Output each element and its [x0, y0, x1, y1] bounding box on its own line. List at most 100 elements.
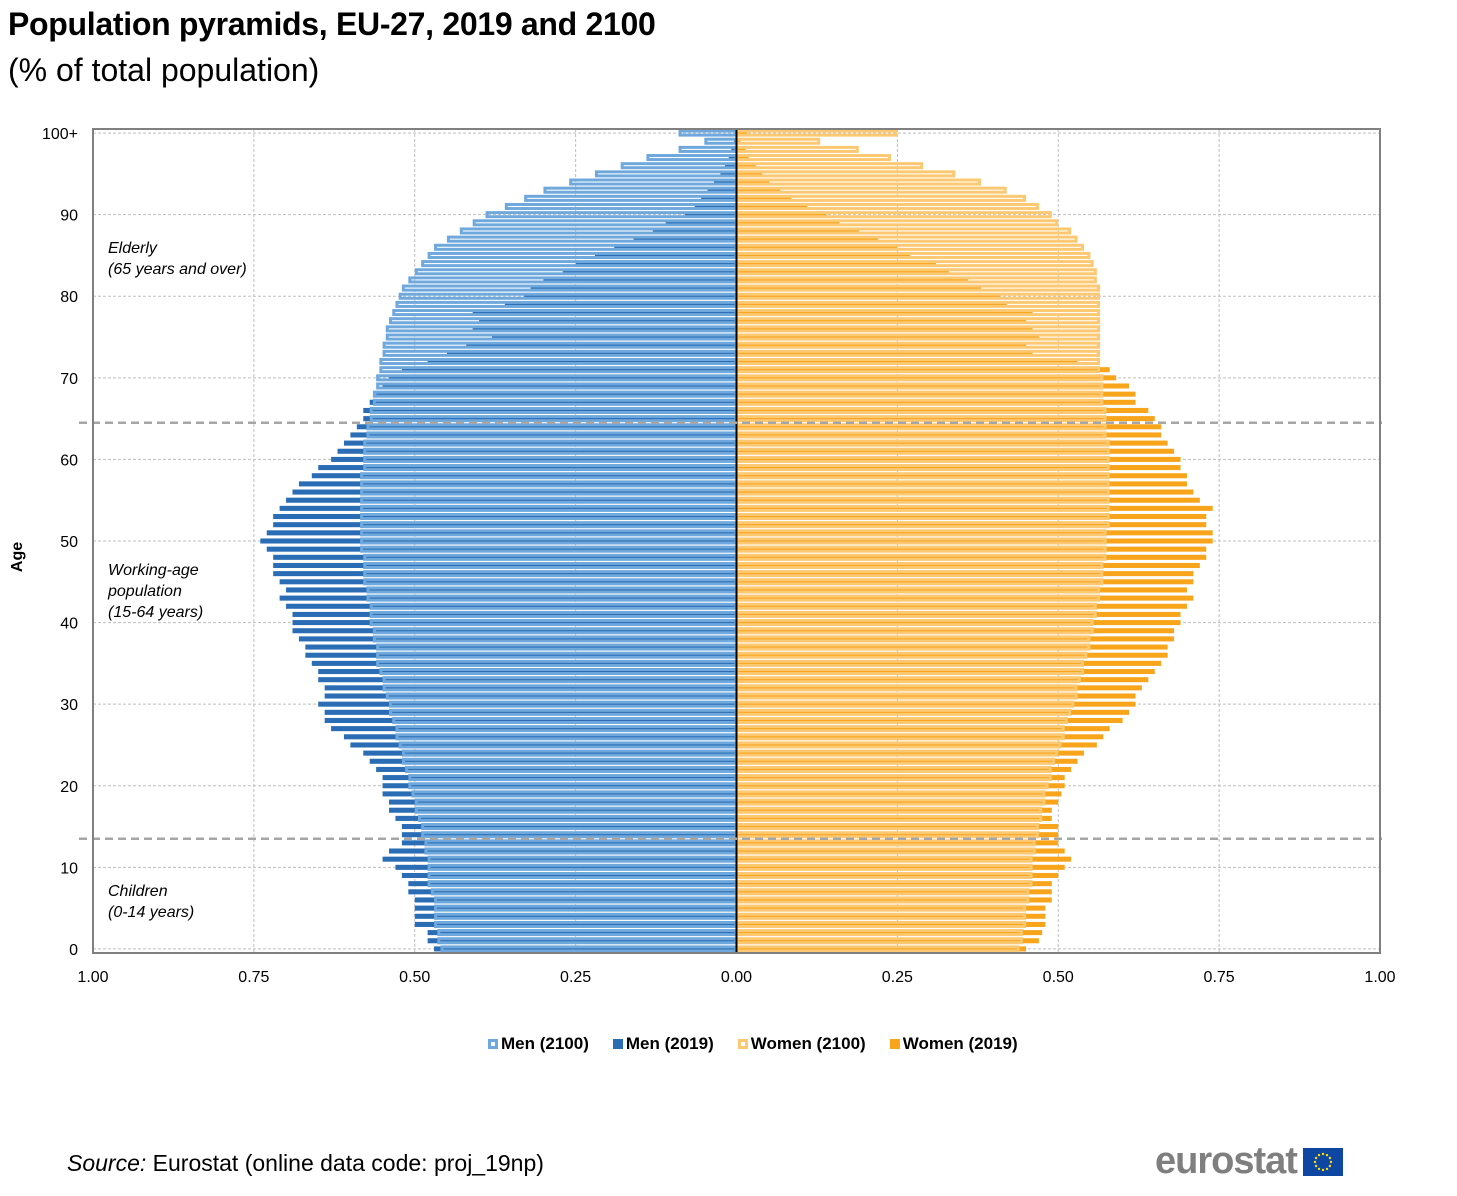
bar-women-2019 — [736, 187, 781, 193]
bar-men-2019 — [614, 244, 737, 250]
bar-men-2019 — [331, 456, 737, 462]
x-tick-label: 0.75 — [238, 969, 269, 986]
bar-men-2019 — [401, 872, 737, 879]
flag-star — [1317, 1153, 1321, 1156]
bar-men-2019 — [504, 301, 737, 307]
bar-men-2019 — [273, 562, 737, 569]
bar-women-2019 — [736, 881, 1052, 887]
bar-men-2100 — [620, 162, 738, 170]
flag-star — [1328, 1164, 1332, 1167]
bar-women-2019 — [736, 913, 1046, 919]
bar-women-2019 — [736, 766, 1072, 772]
bar-women-2019 — [736, 938, 1039, 944]
bar-men-2019 — [324, 709, 737, 715]
bar-men-2019 — [701, 195, 737, 201]
bar-women-2019 — [736, 840, 1059, 846]
bar-women-2100 — [735, 137, 821, 145]
bar-women-2019 — [736, 921, 1046, 927]
bar-women-2019 — [736, 783, 1065, 789]
bar-women-2019 — [736, 758, 1078, 764]
bar-men-2019 — [472, 326, 737, 332]
bar-women-2019 — [736, 358, 1078, 365]
bar-men-2019 — [389, 799, 737, 805]
bar-men-2019 — [728, 155, 737, 161]
bar-women-2019 — [736, 236, 879, 242]
y-tick-label: 50 — [60, 534, 78, 551]
bar-men-2019 — [363, 750, 737, 756]
bar-women-2019 — [736, 734, 1104, 740]
bar-men-2019 — [652, 228, 737, 234]
bar-women-2019 — [736, 367, 1110, 373]
bar-women-2019 — [736, 269, 949, 275]
bar-women-2019 — [736, 652, 1168, 658]
bar-men-2019 — [382, 856, 737, 862]
bar-men-2019 — [524, 293, 737, 299]
x-tick-label: 0.50 — [1043, 969, 1074, 986]
bar-women-2019 — [736, 252, 911, 258]
y-tick-label: 20 — [60, 779, 78, 796]
bar-men-2019 — [292, 489, 737, 495]
legend-item-men-2100[interactable]: Men (2100) — [488, 1034, 589, 1054]
source-text: Eurostat (online data code: proj_19np) — [146, 1150, 544, 1176]
legend-item-women-2100[interactable]: Women (2100) — [737, 1034, 866, 1054]
bar-women-2019 — [736, 481, 1187, 487]
bar-women-2100 — [735, 154, 891, 162]
bar-men-2019 — [273, 522, 737, 528]
bar-men-2019 — [395, 815, 737, 821]
bar-men-2019 — [318, 677, 737, 683]
bar-women-2019 — [736, 228, 859, 234]
bar-men-2019 — [292, 628, 737, 634]
bar-men-2019 — [408, 889, 737, 895]
flag-star — [1325, 1167, 1329, 1170]
bar-men-2100 — [678, 145, 738, 153]
bar-women-2019 — [736, 750, 1084, 756]
bar-women-2019 — [736, 546, 1207, 552]
bar-men-2019 — [266, 530, 737, 536]
bar-women-2019 — [736, 432, 1162, 438]
flag-star — [1317, 1167, 1321, 1170]
bar-men-2019 — [279, 505, 737, 511]
bar-women-2100 — [735, 162, 924, 170]
bar-men-2019 — [466, 342, 737, 348]
bar-men-2019 — [414, 897, 737, 903]
bar-men-2019 — [389, 807, 737, 813]
annotation-text: (0-14 years) — [108, 904, 194, 921]
flag-star — [1314, 1156, 1318, 1159]
bar-men-2019 — [279, 595, 737, 601]
bar-men-2100 — [704, 137, 738, 145]
bar-women-2019 — [736, 636, 1175, 642]
bar-men-2019 — [414, 921, 737, 927]
bar-women-2019 — [736, 342, 1027, 348]
eu-flag-icon — [1302, 1147, 1343, 1176]
bar-men-2019 — [401, 824, 737, 830]
bar-men-2019 — [479, 318, 737, 324]
x-tick-label: 0.00 — [721, 969, 752, 986]
bar-women-2019 — [736, 701, 1136, 707]
bar-men-2019 — [530, 285, 737, 291]
bar-men-2019 — [401, 832, 737, 838]
bar-men-2019 — [286, 587, 737, 593]
bar-women-2019 — [736, 465, 1181, 471]
legend-item-women-2019[interactable]: Women (2019) — [889, 1034, 1018, 1054]
legend-item-men-2019[interactable]: Men (2019) — [612, 1034, 714, 1054]
bar-men-2100 — [594, 170, 738, 178]
pyramid-chart: 1.00 0.75 0.50 0.25 0.00 0.25 0.50 0.75 1.00 0 10 2… — [9, 126, 1396, 986]
bar-men-2019 — [273, 554, 737, 560]
bar-women-2019 — [736, 522, 1207, 528]
bar-women-2019 — [736, 872, 1059, 879]
bar-men-2019 — [414, 905, 737, 911]
bar-women-2019 — [736, 505, 1213, 511]
plot-border — [92, 128, 1381, 954]
bar-women-2019 — [736, 440, 1168, 446]
bar-women-2019 — [736, 179, 770, 185]
bar-women-2019 — [736, 946, 1027, 952]
bar-women-2100 — [735, 170, 956, 178]
bar-men-2019 — [720, 171, 737, 177]
legend-label: Men (2019) — [625, 1034, 714, 1053]
bar-women-2019 — [736, 620, 1181, 626]
bar-women-2019 — [736, 644, 1168, 650]
bar-women-2019 — [736, 530, 1213, 536]
bar-men-2019 — [382, 775, 737, 781]
bar-women-2019 — [736, 824, 1059, 830]
bar-women-2019 — [736, 448, 1175, 454]
